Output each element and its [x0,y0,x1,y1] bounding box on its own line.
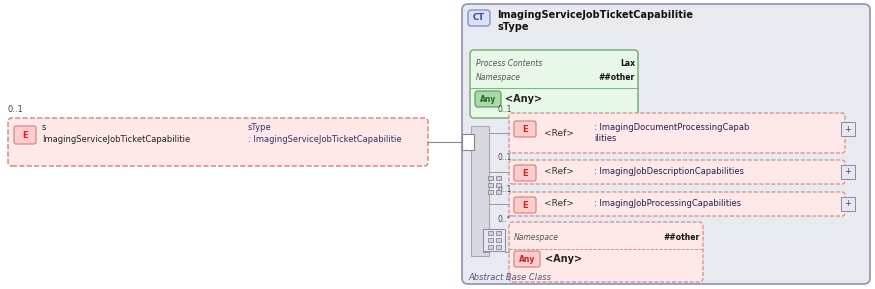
FancyBboxPatch shape [468,10,490,26]
Text: s: s [42,123,46,132]
Text: 0..1: 0..1 [497,105,511,114]
Bar [487,190,493,194]
Text: 0..1: 0..1 [8,105,24,114]
Text: 0..1: 0..1 [497,153,511,162]
Text: <Ref>: <Ref> [544,168,574,177]
Text: +: + [844,125,851,134]
Bar [487,238,493,242]
Text: Lax: Lax [620,58,635,68]
Text: : ImagingDocumentProcessingCapab
ilities: : ImagingDocumentProcessingCapab ilities [594,123,749,143]
Text: sType: sType [248,123,272,132]
Bar [487,183,493,187]
FancyBboxPatch shape [514,251,540,267]
FancyBboxPatch shape [509,113,845,153]
FancyBboxPatch shape [8,118,428,166]
Text: ImagingServiceJobTicketCapabilitie: ImagingServiceJobTicketCapabilitie [42,136,190,144]
Text: CT: CT [473,14,485,23]
Bar [841,197,855,211]
FancyBboxPatch shape [462,4,870,284]
FancyBboxPatch shape [509,222,703,282]
Bar [487,245,493,249]
FancyBboxPatch shape [470,50,638,118]
Text: Process Contents: Process Contents [476,58,542,68]
Bar [495,190,500,194]
Text: <Ref>: <Ref> [544,199,574,208]
Text: Any: Any [480,95,496,103]
Text: : ImagingServiceJobTicketCapabilitie: : ImagingServiceJobTicketCapabilitie [248,136,402,144]
FancyBboxPatch shape [14,126,36,144]
Bar [487,231,493,235]
Bar [841,165,855,179]
Text: Abstract Base Class: Abstract Base Class [468,273,551,283]
Bar [462,134,474,150]
Bar [495,183,500,187]
Bar [487,176,493,180]
Text: 0..*: 0..* [497,216,510,225]
Text: <Any>: <Any> [545,254,582,264]
Text: +: + [844,168,851,177]
Text: 0..1: 0..1 [497,184,511,194]
FancyBboxPatch shape [514,197,536,213]
FancyBboxPatch shape [509,192,845,216]
Text: E: E [522,168,528,177]
Text: <Ref>: <Ref> [544,129,574,138]
Text: : ImagingJobDescriptionCapabilities: : ImagingJobDescriptionCapabilities [594,168,744,177]
FancyBboxPatch shape [514,165,536,181]
Bar [471,126,489,256]
Bar [841,122,855,136]
Text: Any: Any [519,255,536,264]
Bar [495,176,500,180]
FancyBboxPatch shape [514,121,536,137]
Text: Namespace: Namespace [476,73,521,81]
Text: Namespace: Namespace [514,234,559,242]
Text: E: E [522,125,528,134]
Text: +: + [844,199,851,208]
FancyBboxPatch shape [509,160,845,184]
Text: E: E [22,131,28,140]
Bar [495,231,500,235]
Text: ##other: ##other [598,73,635,81]
Bar [495,245,500,249]
Text: E: E [522,201,528,210]
Text: ImagingServiceJobTicketCapabilitie
sType: ImagingServiceJobTicketCapabilitie sType [497,10,693,32]
Text: ##other: ##other [664,234,700,242]
Bar [495,238,500,242]
FancyBboxPatch shape [475,91,501,107]
Text: : ImagingJobProcessingCapabilities: : ImagingJobProcessingCapabilities [594,199,741,208]
Bar [483,229,505,251]
Text: <Any>: <Any> [505,94,542,104]
